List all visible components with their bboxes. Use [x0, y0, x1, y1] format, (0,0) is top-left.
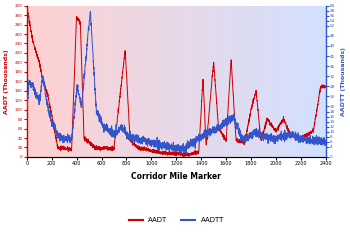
- Legend: AADT, AADTT: AADT, AADTT: [126, 214, 227, 226]
- Y-axis label: AADTT (Thousands): AADTT (Thousands): [341, 47, 346, 116]
- Y-axis label: AADT (Thousands): AADT (Thousands): [4, 49, 9, 114]
- X-axis label: Corridor Mile Marker: Corridor Mile Marker: [131, 172, 221, 181]
